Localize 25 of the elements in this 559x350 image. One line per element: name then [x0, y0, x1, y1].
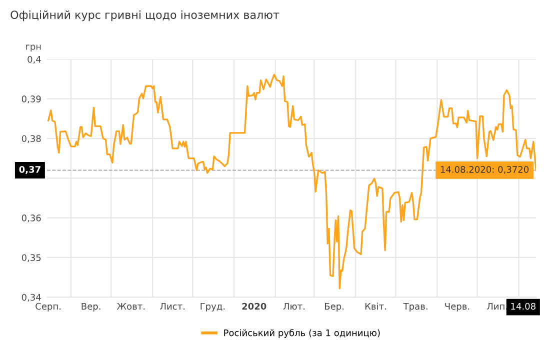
x-tick-label: Бер.	[324, 302, 344, 312]
y-tick-label: 0,34	[22, 294, 41, 302]
ref-line-label: 0,37	[19, 166, 40, 174]
y-tick-label: 0,38	[22, 135, 41, 143]
x-tick-label: Квіт.	[365, 302, 386, 310]
y-tick-label: 0,35	[22, 254, 41, 262]
x-tick-label: Серп.	[36, 302, 60, 312]
x-tick-label: Лют.	[283, 302, 304, 310]
y-tick-label: 0,4	[28, 56, 41, 64]
x-tick-label: Трав.	[403, 302, 428, 312]
annotation: 14.08.2020: 0,3720	[440, 166, 529, 174]
y-tick-label: 0,39	[22, 96, 41, 104]
x-tick-label: 14.08	[511, 302, 536, 310]
x-tick-label: Черв.	[445, 302, 470, 312]
x-tick-label: Лип.	[486, 302, 508, 310]
x-tick-label: Жовт.	[116, 302, 145, 310]
y-axis-title: грн	[26, 44, 41, 52]
y-tick-label: 0,36	[22, 214, 41, 222]
x-tick-label: Лист.	[160, 302, 184, 310]
x-tick-label: 2020	[242, 302, 266, 310]
x-tick-label: Груд.	[200, 302, 225, 312]
line-series	[47, 74, 536, 290]
legend-label: Російський рубль (за 1 одиницю)	[224, 329, 380, 338]
x-tick-label: Вер.	[82, 302, 100, 312]
chart-title: Офіційний курс гривні щодо іноземних валют	[10, 10, 280, 22]
